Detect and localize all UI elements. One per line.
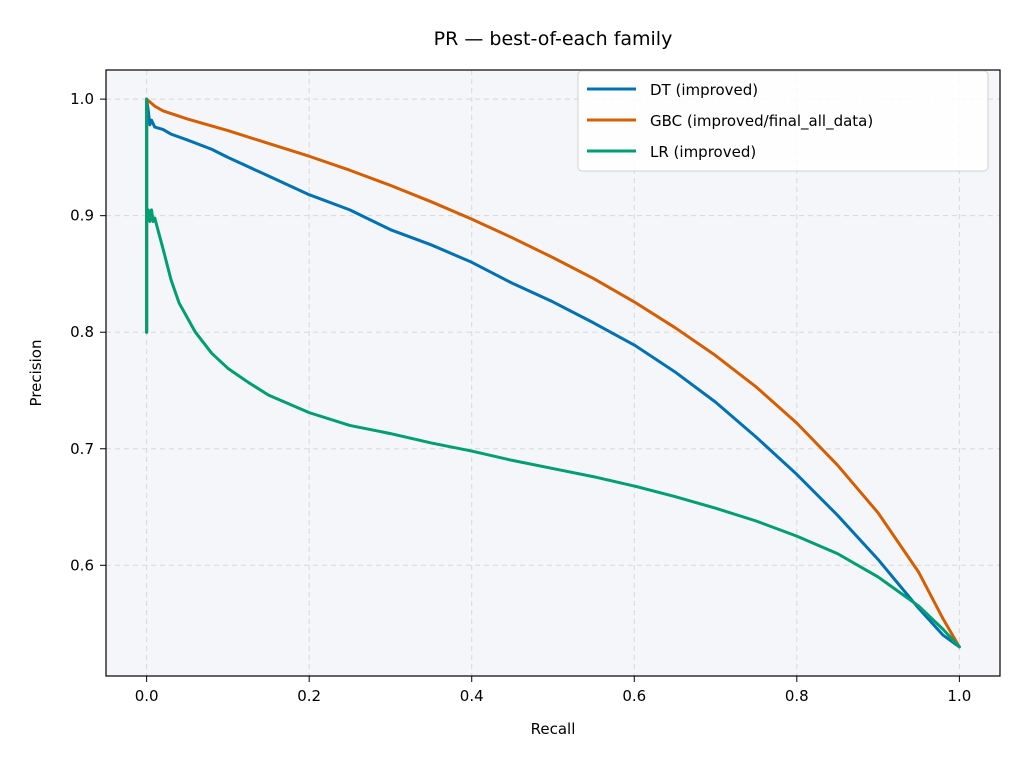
plot-frame: [105, 69, 1001, 677]
legend-label-dt: DT (improved): [650, 81, 758, 99]
legend-label-gbc: GBC (improved/final_all_data): [650, 112, 873, 131]
series-line-1: [145, 97, 961, 649]
x-tick-label: 0.4: [460, 687, 484, 705]
y-tick-label: 0.6: [70, 556, 94, 574]
y-tick-label: 1.0: [70, 90, 94, 108]
x-tick-label: 0.0: [135, 687, 159, 705]
y-tick-label: 0.9: [70, 207, 94, 225]
tick-layer: 0.0 0.2 0.4 0.6 0.8 1.0 0.6 0.7 0.8 0.9 1.0: [70, 90, 971, 705]
y-tick-label: 0.7: [70, 440, 94, 458]
y-tick-label: 0.8: [70, 323, 94, 341]
y-axis-label: Precision: [27, 340, 45, 407]
x-tick-label: 0.8: [785, 687, 809, 705]
x-tick-label: 0.2: [297, 687, 321, 705]
legend: DT (improved) GBC (improved/final_all_da…: [577, 70, 989, 172]
chart-title: PR — best-of-each family: [434, 28, 673, 50]
series-line-0: [145, 97, 961, 649]
x-axis-label: Recall: [531, 720, 576, 738]
series-line-2: [145, 97, 961, 649]
legend-box: [577, 70, 989, 172]
x-tick-label: 1.0: [947, 687, 971, 705]
x-tick-label: 0.6: [622, 687, 646, 705]
series-layer: [145, 97, 961, 649]
legend-label-lr: LR (improved): [650, 143, 756, 161]
